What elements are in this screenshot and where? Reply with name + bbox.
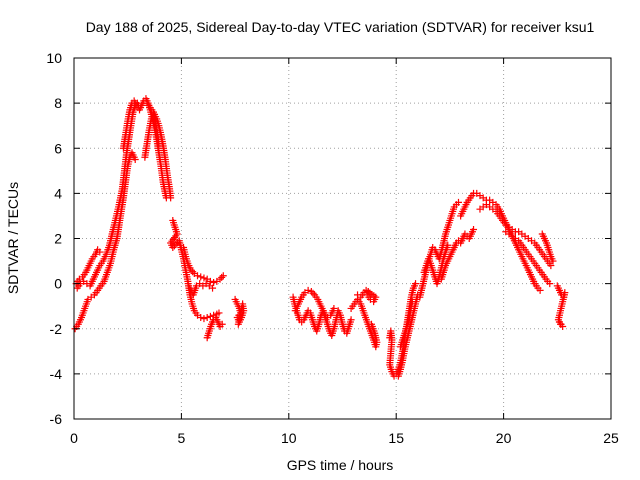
y-tick-label: 8 xyxy=(54,95,62,111)
data-point xyxy=(364,288,372,296)
data-point xyxy=(200,315,208,323)
x-tick-label: 10 xyxy=(281,430,297,446)
series-track-25 xyxy=(502,228,554,288)
data-point xyxy=(454,198,462,206)
data-point xyxy=(444,241,452,249)
data-point xyxy=(218,273,226,281)
series-track-27 xyxy=(553,282,569,330)
x-tick-label: 5 xyxy=(178,430,186,446)
data-point xyxy=(169,244,177,252)
data-point xyxy=(470,225,478,233)
data-point xyxy=(309,289,317,297)
data-point xyxy=(307,288,315,296)
data-point xyxy=(209,284,217,292)
series-track-15 xyxy=(354,286,380,306)
data-point xyxy=(304,286,312,294)
series-track-14 xyxy=(347,295,381,351)
data-point xyxy=(216,275,224,283)
series-track-9 xyxy=(186,280,217,299)
data-point xyxy=(197,273,205,281)
series-track-24 xyxy=(476,201,555,270)
series-track-22 xyxy=(457,225,478,247)
y-tick-label: 2 xyxy=(54,231,62,247)
series-track-26 xyxy=(538,230,557,265)
data-point xyxy=(347,316,355,324)
y-tick-label: 0 xyxy=(54,276,62,292)
series-track-10 xyxy=(203,313,226,342)
data-point xyxy=(197,313,205,321)
data-point xyxy=(206,312,214,320)
data-point xyxy=(210,278,218,286)
y-tick-label: -2 xyxy=(50,321,63,337)
x-axis-label: GPS time / hours xyxy=(287,457,394,473)
series-track-1 xyxy=(71,149,139,333)
series-track-18 xyxy=(396,298,416,351)
data-point xyxy=(200,274,208,282)
data-point xyxy=(219,272,227,280)
data-point xyxy=(203,313,211,321)
y-tick-label: -4 xyxy=(50,366,63,382)
data-point xyxy=(170,242,178,250)
y-axis-label: SDTVAR / TECUs xyxy=(5,182,21,294)
data-point xyxy=(187,266,195,274)
series-track-11 xyxy=(231,295,248,328)
data-point xyxy=(549,257,557,265)
data-point xyxy=(131,156,139,164)
data-point xyxy=(218,320,226,328)
x-tick-label: 0 xyxy=(70,430,78,446)
data-point xyxy=(206,277,214,285)
data-point xyxy=(215,309,223,317)
series-track-13 xyxy=(291,286,338,321)
data-point xyxy=(546,280,554,288)
data-point xyxy=(412,280,420,288)
data-point xyxy=(330,304,338,312)
data-point xyxy=(408,298,416,306)
data-point xyxy=(194,272,202,280)
series-track-7 xyxy=(167,216,223,323)
series-track-12 xyxy=(289,293,355,340)
series-track-6 xyxy=(143,99,175,202)
x-tick-label: 25 xyxy=(603,430,619,446)
data-point xyxy=(547,262,555,270)
data-point xyxy=(367,320,375,328)
data-point xyxy=(167,194,175,202)
data-points xyxy=(71,95,569,380)
axis-ticks: 0 5 10 15 20 25 -6 -4 -2 0 2 4 6 8 10 xyxy=(46,50,619,446)
data-point xyxy=(536,286,544,294)
y-tick-label: 4 xyxy=(54,185,62,201)
y-tick-label: 6 xyxy=(54,140,62,156)
data-point xyxy=(96,248,104,256)
y-tick-label: -6 xyxy=(50,411,63,427)
data-point xyxy=(555,318,563,326)
x-tick-label: 20 xyxy=(496,430,512,446)
series-track-21 xyxy=(437,237,462,283)
x-tick-label: 15 xyxy=(388,430,404,446)
chart-title: Day 188 of 2025, Sidereal Day-to-day VTE… xyxy=(86,19,595,35)
data-point xyxy=(189,268,197,276)
y-tick-label: 10 xyxy=(46,50,62,66)
data-point xyxy=(172,240,180,248)
series-track-8 xyxy=(180,244,227,286)
data-point xyxy=(234,320,242,328)
series-track-23 xyxy=(457,189,544,294)
